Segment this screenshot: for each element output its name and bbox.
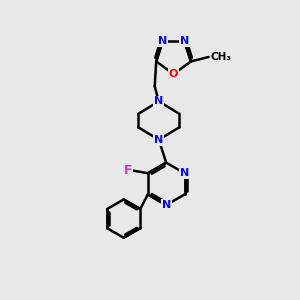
Text: N: N [158,36,167,46]
Text: O: O [169,69,178,79]
Text: N: N [154,135,164,145]
Text: N: N [180,168,189,178]
Text: N: N [180,36,189,46]
Text: F: F [124,164,132,177]
Text: CH₃: CH₃ [211,52,232,62]
Text: N: N [154,96,164,106]
Text: N: N [162,200,171,210]
